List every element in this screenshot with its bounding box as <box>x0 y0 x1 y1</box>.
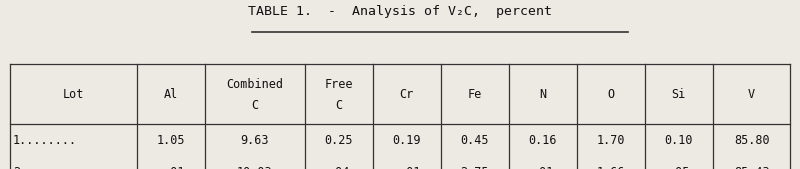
Text: 0.10: 0.10 <box>665 134 693 147</box>
Text: 1.66: 1.66 <box>597 166 625 169</box>
Text: 0.25: 0.25 <box>324 134 353 147</box>
Text: Combined: Combined <box>226 78 283 91</box>
Text: O: O <box>607 88 614 101</box>
Text: .05: .05 <box>668 166 690 169</box>
Text: <.01: <.01 <box>392 166 421 169</box>
Text: .01: .01 <box>532 166 554 169</box>
Text: C: C <box>251 99 258 112</box>
Text: 1........: 1........ <box>13 134 77 147</box>
Text: 10.03: 10.03 <box>237 166 273 169</box>
Text: Si: Si <box>672 88 686 101</box>
Text: 1.05: 1.05 <box>157 134 186 147</box>
Text: 0.19: 0.19 <box>392 134 421 147</box>
Text: 2.75: 2.75 <box>461 166 489 169</box>
Text: 85.43: 85.43 <box>734 166 770 169</box>
Text: 0.16: 0.16 <box>529 134 557 147</box>
Text: 9.63: 9.63 <box>241 134 269 147</box>
Text: 2........: 2........ <box>13 166 77 169</box>
Text: Al: Al <box>164 88 178 101</box>
Text: N: N <box>539 88 546 101</box>
Text: Free: Free <box>324 78 353 91</box>
Text: V: V <box>748 88 755 101</box>
Text: 1.70: 1.70 <box>597 134 625 147</box>
Text: Lot: Lot <box>62 88 84 101</box>
Text: 0.45: 0.45 <box>461 134 489 147</box>
Text: Fe: Fe <box>467 88 482 101</box>
Text: C: C <box>335 99 342 112</box>
Text: <.01: <.01 <box>157 166 186 169</box>
Text: 85.80: 85.80 <box>734 134 770 147</box>
Text: .04: .04 <box>328 166 350 169</box>
Text: TABLE 1.  -  Analysis of V₂C,  percent: TABLE 1. - Analysis of V₂C, percent <box>248 5 552 18</box>
Text: Cr: Cr <box>399 88 414 101</box>
